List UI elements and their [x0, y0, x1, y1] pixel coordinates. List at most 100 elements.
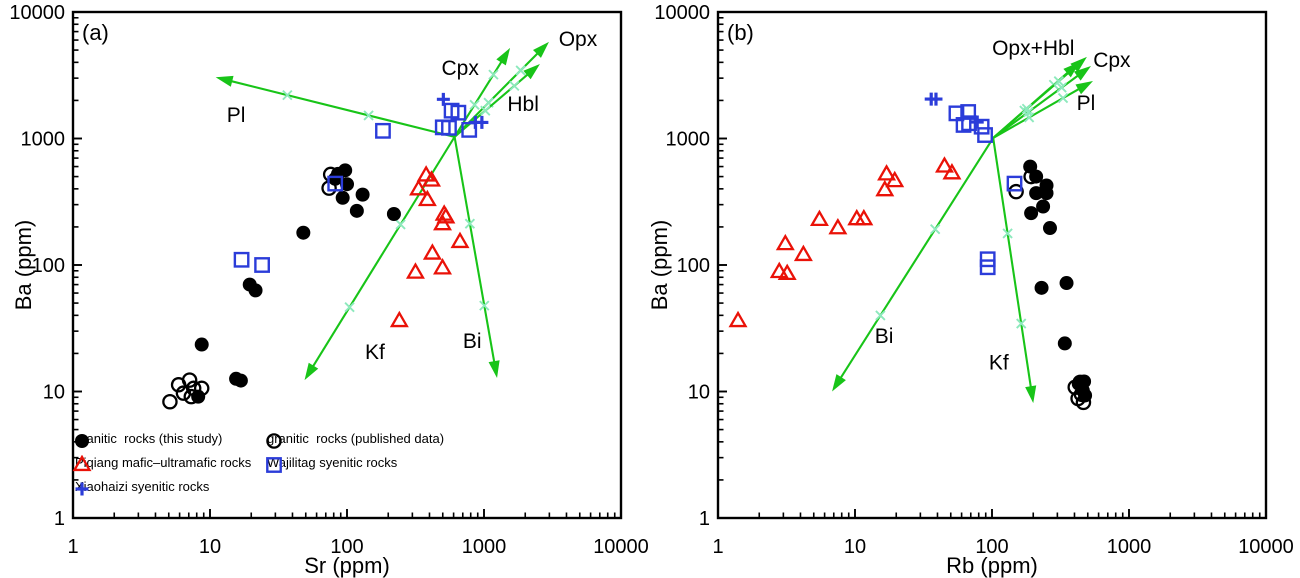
vector-shaft [992, 69, 1086, 139]
vector-arrow-bi-a [453, 136, 500, 378]
y-tick-label: 10000 [9, 2, 65, 24]
data-point-piqiang-mafic-ultramafic [422, 243, 442, 260]
panel-a-frame [71, 10, 623, 520]
arrowhead-icon [496, 47, 511, 66]
series-granitic-published-b [1008, 168, 1092, 411]
vector-x-tick-icon [282, 89, 293, 101]
y-tick-label: 1000 [21, 129, 66, 151]
data-point-piqiang-mafic-ultramafic [775, 233, 795, 251]
x-tick-label: 10000 [593, 536, 649, 558]
x-tick-label: 100 [330, 536, 363, 558]
mineral-label-hbl-a: Hbl [507, 93, 539, 116]
vector-shaft [992, 137, 1034, 396]
mineral-label-kf-a: Kf [365, 341, 385, 364]
vector-x-tick-icon [930, 224, 941, 235]
data-point-piqiang-mafic-ultramafic [809, 209, 829, 227]
y-tick-label: 1000 [666, 129, 711, 151]
arrowhead-icon [533, 41, 549, 58]
arrowhead-icon [1070, 56, 1087, 73]
data-point-granitic-this-study [386, 207, 401, 222]
series-granitic-this-study-a [191, 163, 401, 404]
vector-x-tick-icon [488, 69, 499, 80]
data-point-granitic-published [1023, 168, 1039, 185]
x-tick-label: 1000 [462, 536, 507, 558]
mineral-label-bi-b: Bi [875, 325, 894, 348]
data-point-xiaohaizi-syenitic [475, 115, 489, 129]
data-point-xiaohaizi-syenitic [970, 115, 984, 129]
x-tick-label: 1 [67, 536, 78, 558]
data-point-granitic-this-study [1042, 221, 1057, 236]
arrowhead-icon [304, 362, 319, 381]
data-point-granitic-this-study [1029, 169, 1044, 184]
vector-x-tick-icon [395, 219, 406, 230]
data-point-piqiang-mafic-ultramafic [422, 170, 442, 187]
x-tick-label: 10 [844, 536, 866, 558]
vector-arrow-pl-b [992, 80, 1093, 139]
x-tick-label: 10 [199, 536, 221, 558]
data-point-piqiang-mafic-ultramafic [417, 189, 437, 207]
vector-x-tick-icon [1056, 82, 1067, 93]
data-point-granitic-published [175, 385, 192, 401]
series-granitic-published-a [162, 166, 339, 410]
data-point-granitic-this-study [335, 190, 350, 205]
data-point-xiaohaizi-syenitic [929, 92, 943, 106]
series-xiaohaizi-syenitic-a [436, 92, 489, 129]
vector-shaft [453, 136, 497, 371]
series-xiaohaizi-syenitic-b [924, 92, 984, 129]
y-tick-label: 1 [54, 508, 65, 530]
data-point-piqiang-mafic-ultramafic [777, 263, 797, 281]
series-piqiang-mafic-ultramafic-a [389, 165, 470, 328]
x-tick-label: 100 [975, 536, 1008, 558]
arrowhead-icon [215, 75, 234, 87]
vector-x-tick-icon [479, 300, 490, 311]
vector-x-tick-icon [1023, 112, 1035, 123]
vector-shaft [835, 137, 995, 386]
data-point-wajilitag-syenitic [979, 251, 996, 268]
data-point-xiaohaizi-syenitic [436, 92, 450, 106]
vector-x-tick-icon [469, 99, 480, 111]
mineral-label-cpx-b: Cpx [1093, 49, 1131, 72]
vector-x-tick-icon [344, 301, 355, 313]
data-point-piqiang-mafic-ultramafic [409, 179, 429, 196]
data-point-granitic-this-study [1039, 186, 1054, 201]
mineral-label-opx-hbl-b: Opx+Hbl [992, 37, 1074, 60]
mineral-label-cpx-a: Cpx [441, 57, 479, 80]
y-tick-label: 10000 [654, 2, 710, 24]
data-point-wajilitag-syenitic [955, 117, 972, 133]
vector-arrow-cpx-b [992, 66, 1092, 139]
data-point-piqiang-mafic-ultramafic [728, 310, 748, 328]
data-point-granitic-published [193, 380, 210, 397]
data-point-piqiang-mafic-ultramafic [875, 179, 895, 197]
arrowhead-icon [1075, 80, 1093, 95]
data-point-piqiang-mafic-ultramafic [433, 258, 453, 275]
panel-a-plot: 1 10 100 1000 10000 1 10 100 1000 10000 Pl Cpx Opx Hb… [9, 2, 648, 558]
vector-x-tick-icon [1057, 92, 1069, 104]
data-point-granitic-published [1073, 386, 1090, 403]
vector-x-tick-icon [509, 80, 520, 92]
mineral-label-kf-b: Kf [989, 351, 1009, 374]
y-tick-label: 100 [677, 255, 710, 277]
data-point-piqiang-mafic-ultramafic [828, 217, 848, 235]
data-point-wajilitag-syenitic [1006, 175, 1023, 192]
vector-arrow-bi-b [832, 137, 995, 392]
mineral-label-pl-a: Pl [227, 104, 246, 127]
vector-x-tick-icon [875, 310, 886, 321]
data-point-wajilitag-syenitic [375, 122, 391, 139]
x-tick-label: 10000 [1238, 536, 1294, 558]
data-point-granitic-this-study [194, 337, 209, 352]
y-tick-label: 100 [32, 255, 65, 277]
data-point-piqiang-mafic-ultramafic [433, 213, 453, 231]
data-point-granitic-this-study [296, 225, 311, 240]
data-point-wajilitag-syenitic [233, 251, 250, 268]
y-tick-label: 10 [688, 382, 710, 404]
data-point-wajilitag-syenitic [327, 175, 344, 192]
data-point-granitic-this-study [1029, 186, 1044, 201]
data-point-piqiang-mafic-ultramafic [450, 231, 470, 249]
vector-x-tick-icon [480, 105, 491, 116]
arrowhead-icon [1073, 66, 1092, 81]
series-granitic-this-study-b [1023, 159, 1093, 403]
data-point-wajilitag-syenitic [977, 127, 993, 143]
vector-arrow-pl-a [215, 75, 455, 138]
